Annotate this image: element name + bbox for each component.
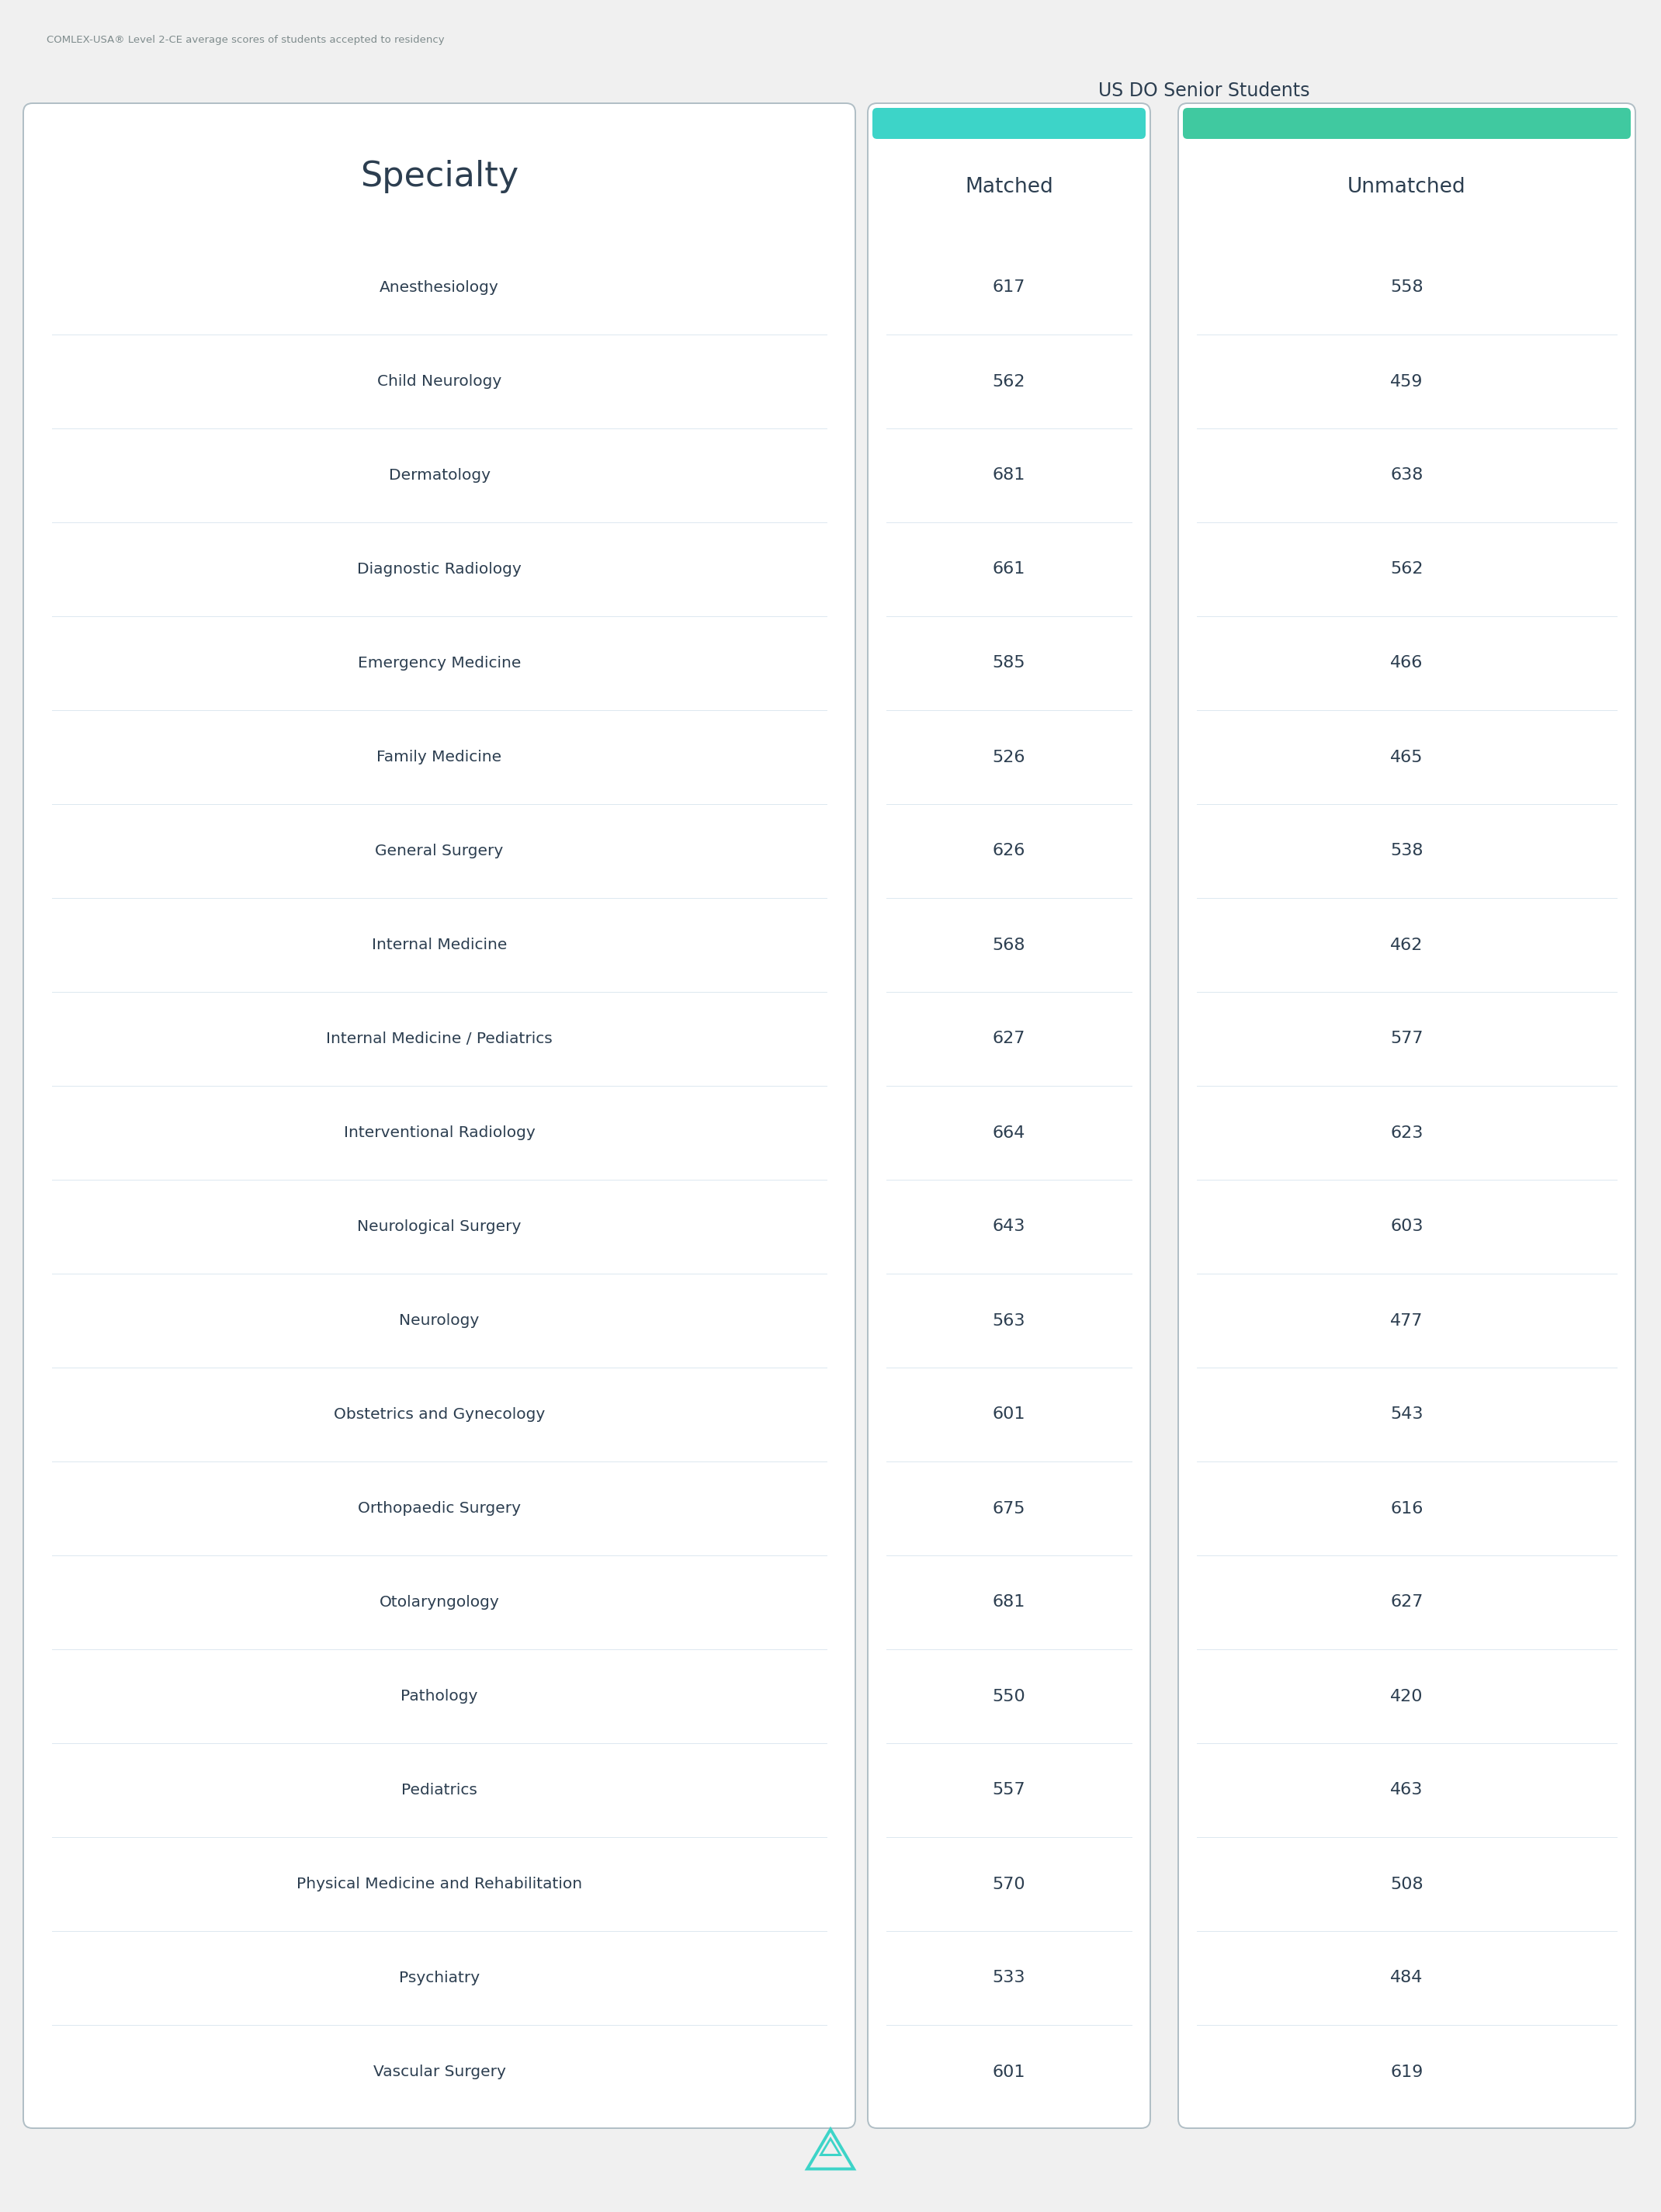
Text: 568: 568: [993, 938, 1025, 953]
Text: 508: 508: [1390, 1876, 1423, 1891]
FancyBboxPatch shape: [1183, 108, 1631, 139]
FancyBboxPatch shape: [872, 108, 1146, 139]
Text: Psychiatry: Psychiatry: [399, 1971, 480, 1986]
Text: 463: 463: [1390, 1783, 1423, 1798]
Text: 627: 627: [993, 1031, 1025, 1046]
Text: 465: 465: [1390, 750, 1423, 765]
Text: 477: 477: [1390, 1314, 1423, 1329]
Text: 601: 601: [993, 2064, 1025, 2079]
Text: 570: 570: [993, 1876, 1025, 1891]
Text: COMLEX-USA® Level 2-CE average scores of students accepted to residency: COMLEX-USA® Level 2-CE average scores of…: [47, 35, 445, 44]
Text: 585: 585: [993, 655, 1025, 670]
Text: 627: 627: [1390, 1595, 1423, 1610]
FancyBboxPatch shape: [867, 104, 1151, 2128]
Text: 562: 562: [993, 374, 1025, 389]
Text: 562: 562: [1390, 562, 1423, 577]
Text: 466: 466: [1390, 655, 1423, 670]
Text: Matched: Matched: [965, 177, 1053, 197]
Text: 420: 420: [1390, 1688, 1423, 1703]
Text: Pathology: Pathology: [400, 1690, 478, 1703]
Text: Obstetrics and Gynecology: Obstetrics and Gynecology: [334, 1407, 545, 1422]
Text: Internal Medicine: Internal Medicine: [372, 938, 507, 953]
Text: Vascular Surgery: Vascular Surgery: [374, 2064, 505, 2079]
Text: 681: 681: [993, 467, 1025, 482]
Text: Neurological Surgery: Neurological Surgery: [357, 1219, 522, 1234]
Text: 603: 603: [1390, 1219, 1423, 1234]
Text: 617: 617: [993, 279, 1025, 296]
FancyBboxPatch shape: [1178, 104, 1636, 2128]
Text: Internal Medicine / Pediatrics: Internal Medicine / Pediatrics: [326, 1031, 553, 1046]
Text: US DO Senior Students: US DO Senior Students: [1098, 82, 1311, 100]
Text: Dermatology: Dermatology: [389, 469, 490, 482]
Text: 563: 563: [993, 1314, 1025, 1329]
Bar: [821, 2154, 840, 2157]
Text: Unmatched: Unmatched: [1347, 177, 1467, 197]
Text: Family Medicine: Family Medicine: [377, 750, 502, 765]
Text: Child Neurology: Child Neurology: [377, 374, 502, 389]
Text: 681: 681: [993, 1595, 1025, 1610]
Text: 462: 462: [1390, 938, 1423, 953]
Text: Orthopaedic Surgery: Orthopaedic Surgery: [357, 1502, 522, 1515]
Text: 533: 533: [993, 1971, 1025, 1986]
Text: Emergency Medicine: Emergency Medicine: [357, 655, 522, 670]
Text: Physical Medicine and Rehabilitation: Physical Medicine and Rehabilitation: [296, 1876, 581, 1891]
Text: Otolaryngology: Otolaryngology: [379, 1595, 500, 1610]
FancyBboxPatch shape: [23, 104, 855, 2128]
Text: 664: 664: [993, 1126, 1025, 1141]
Text: 638: 638: [1390, 467, 1423, 482]
Text: 577: 577: [1390, 1031, 1423, 1046]
Text: General Surgery: General Surgery: [375, 843, 503, 858]
Text: 675: 675: [993, 1500, 1025, 1515]
Text: 616: 616: [1390, 1500, 1423, 1515]
Text: 623: 623: [1390, 1126, 1423, 1141]
Text: 484: 484: [1390, 1971, 1423, 1986]
Text: 543: 543: [1390, 1407, 1423, 1422]
Text: 619: 619: [1390, 2064, 1423, 2079]
Text: Neurology: Neurology: [399, 1314, 480, 1327]
Text: 601: 601: [993, 1407, 1025, 1422]
Text: 626: 626: [993, 843, 1025, 858]
Text: Specialty: Specialty: [360, 159, 518, 192]
Text: 661: 661: [993, 562, 1025, 577]
Text: Interventional Radiology: Interventional Radiology: [344, 1126, 535, 1139]
Text: Anesthesiology: Anesthesiology: [380, 281, 498, 294]
Text: Pediatrics: Pediatrics: [402, 1783, 477, 1798]
Text: 538: 538: [1390, 843, 1423, 858]
Text: 643: 643: [993, 1219, 1025, 1234]
Text: 550: 550: [992, 1688, 1025, 1703]
Text: 558: 558: [1390, 279, 1423, 296]
Text: Diagnostic Radiology: Diagnostic Radiology: [357, 562, 522, 577]
Text: 526: 526: [993, 750, 1025, 765]
Text: 459: 459: [1390, 374, 1423, 389]
Text: 557: 557: [993, 1783, 1025, 1798]
